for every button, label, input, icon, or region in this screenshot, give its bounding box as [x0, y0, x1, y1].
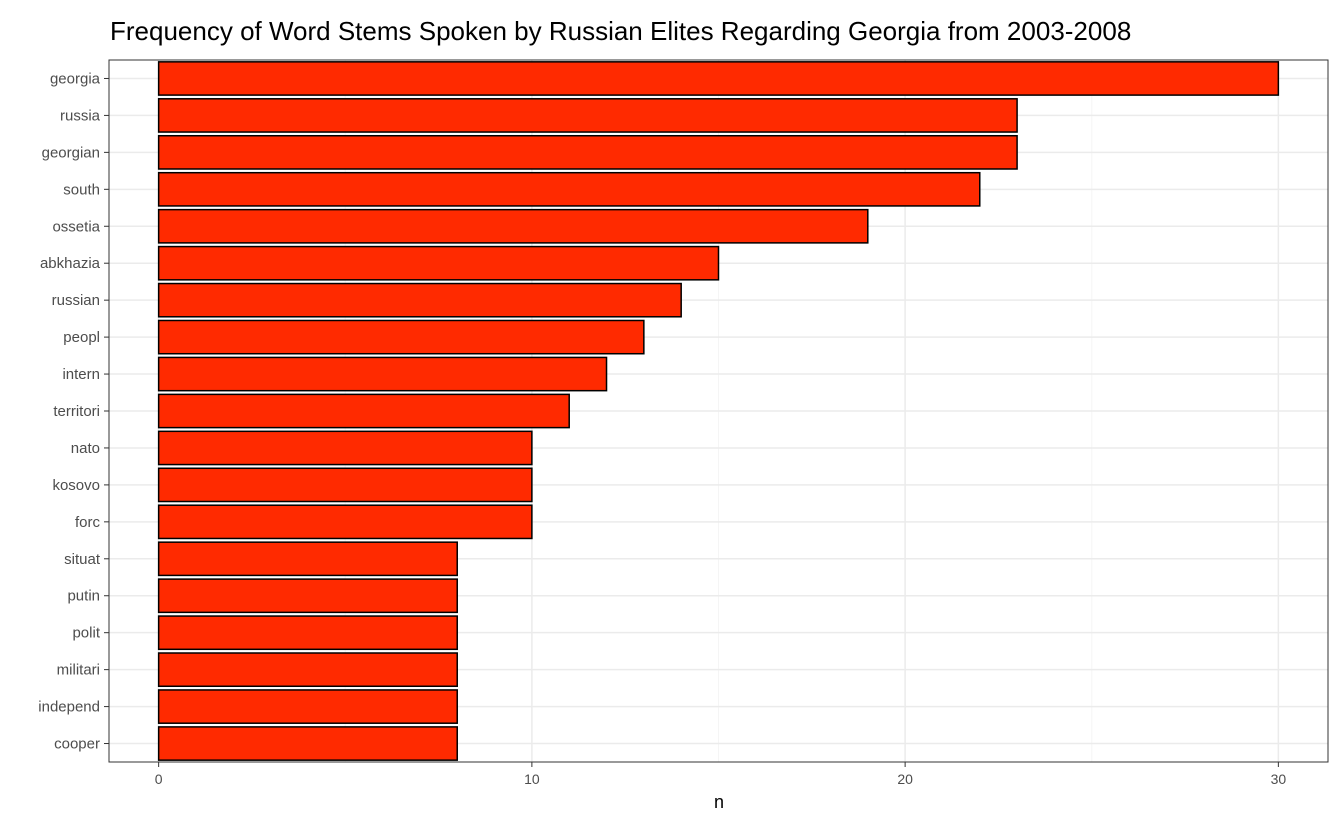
bar-polit: [157, 615, 458, 651]
y-tick-label: putin: [67, 588, 100, 605]
x-tick-label: 10: [524, 771, 540, 787]
bar-georgia: [157, 61, 1280, 96]
y-tick-label: cooper: [54, 736, 100, 753]
y-tick-label: georgian: [42, 144, 100, 161]
x-tick-label: 0: [155, 771, 163, 787]
y-tick-label: russian: [52, 292, 100, 309]
y-tick-label: independ: [38, 699, 100, 716]
x-tick-label: 20: [897, 771, 913, 787]
bar-putin: [157, 578, 458, 614]
x-axis-label: n: [714, 792, 724, 812]
bar-territori: [157, 393, 570, 429]
y-tick-label: nato: [71, 440, 100, 457]
bar-abkhazia: [157, 245, 720, 281]
y-tick-label: intern: [62, 366, 100, 383]
bar-russia: [157, 98, 1018, 133]
bar-intern: [157, 356, 608, 392]
bar-ossetia: [157, 208, 869, 244]
bar-kosovo: [157, 467, 533, 503]
bar-south: [157, 171, 981, 207]
y-tick-label: militari: [57, 662, 100, 679]
y-tick-label: russia: [60, 107, 101, 124]
y-tick-label: polit: [72, 625, 100, 642]
bar-cooper: [157, 726, 458, 761]
y-tick-label: forc: [75, 514, 101, 531]
y-tick-label: georgia: [50, 70, 101, 87]
bar-peopl: [157, 319, 645, 355]
y-tick-label: kosovo: [52, 477, 100, 494]
bar-independ: [157, 689, 458, 724]
bar-russian: [157, 282, 682, 318]
y-tick-label: territori: [53, 403, 100, 420]
plot-panel: [108, 59, 1329, 763]
bar-georgian: [157, 134, 1018, 170]
bar-forc: [157, 504, 533, 540]
y-tick-label: ossetia: [52, 218, 100, 235]
x-axis: 0 10 20 30: [155, 762, 1287, 787]
bar-situat: [157, 541, 458, 577]
y-tick-label: abkhazia: [40, 255, 101, 272]
y-tick-label: south: [63, 181, 100, 198]
bar-nato: [157, 430, 533, 466]
y-tick-label: situat: [64, 551, 101, 568]
chart-title: Frequency of Word Stems Spoken by Russia…: [110, 16, 1131, 46]
y-tick-label: peopl: [63, 329, 100, 346]
y-axis: georgia russia georgian south ossetia abkhazi…: [38, 70, 109, 753]
bar-militari: [157, 652, 458, 688]
x-tick-label: 30: [1271, 771, 1287, 787]
